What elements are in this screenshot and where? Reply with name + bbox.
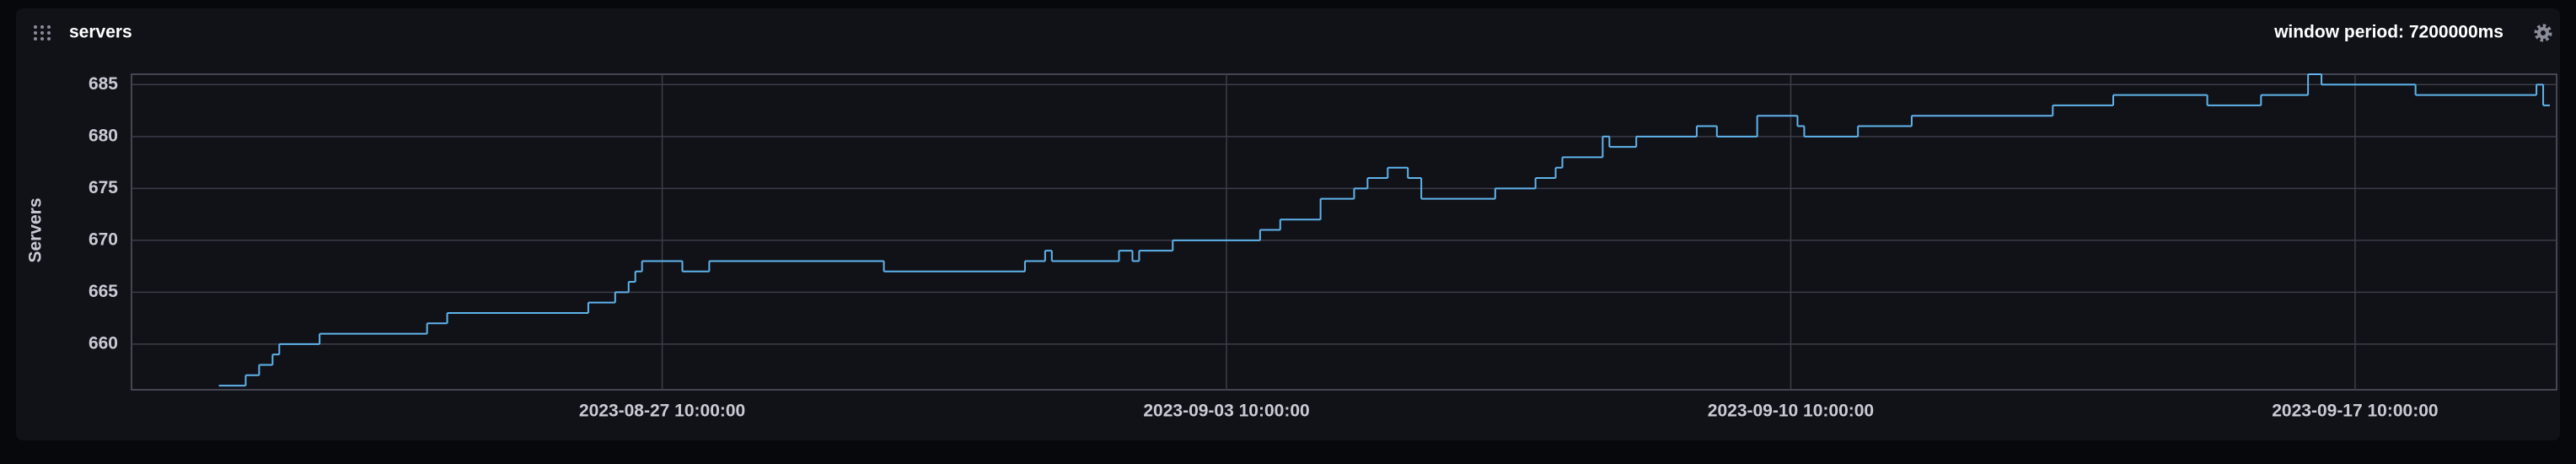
y-tick-label: 675 (89, 178, 118, 197)
x-tick-label: 2023-09-10 10:00:00 (1708, 402, 1874, 421)
y-tick-label: 685 (89, 74, 118, 94)
y-axis-label: Servers (26, 197, 46, 262)
panel-title: servers (69, 23, 132, 42)
y-tick-label: 670 (89, 229, 118, 249)
settings-gear[interactable] (2534, 24, 2552, 42)
panel-background (16, 8, 2560, 440)
x-tick-label: 2023-09-17 10:00:00 (2272, 402, 2438, 421)
x-tick-label: 2023-09-03 10:00:00 (1143, 402, 1309, 421)
y-tick-label: 665 (89, 282, 118, 301)
grid (131, 74, 2557, 390)
y-tick-label: 660 (89, 333, 118, 353)
series-line (218, 73, 2551, 387)
y-tick-label: 680 (89, 126, 118, 145)
drag-handle[interactable] (34, 25, 51, 40)
x-tick-label: 2023-08-27 10:00:00 (579, 402, 745, 421)
window-period: window period: 7200000ms (2273, 23, 2504, 42)
plot-border (131, 73, 2557, 391)
